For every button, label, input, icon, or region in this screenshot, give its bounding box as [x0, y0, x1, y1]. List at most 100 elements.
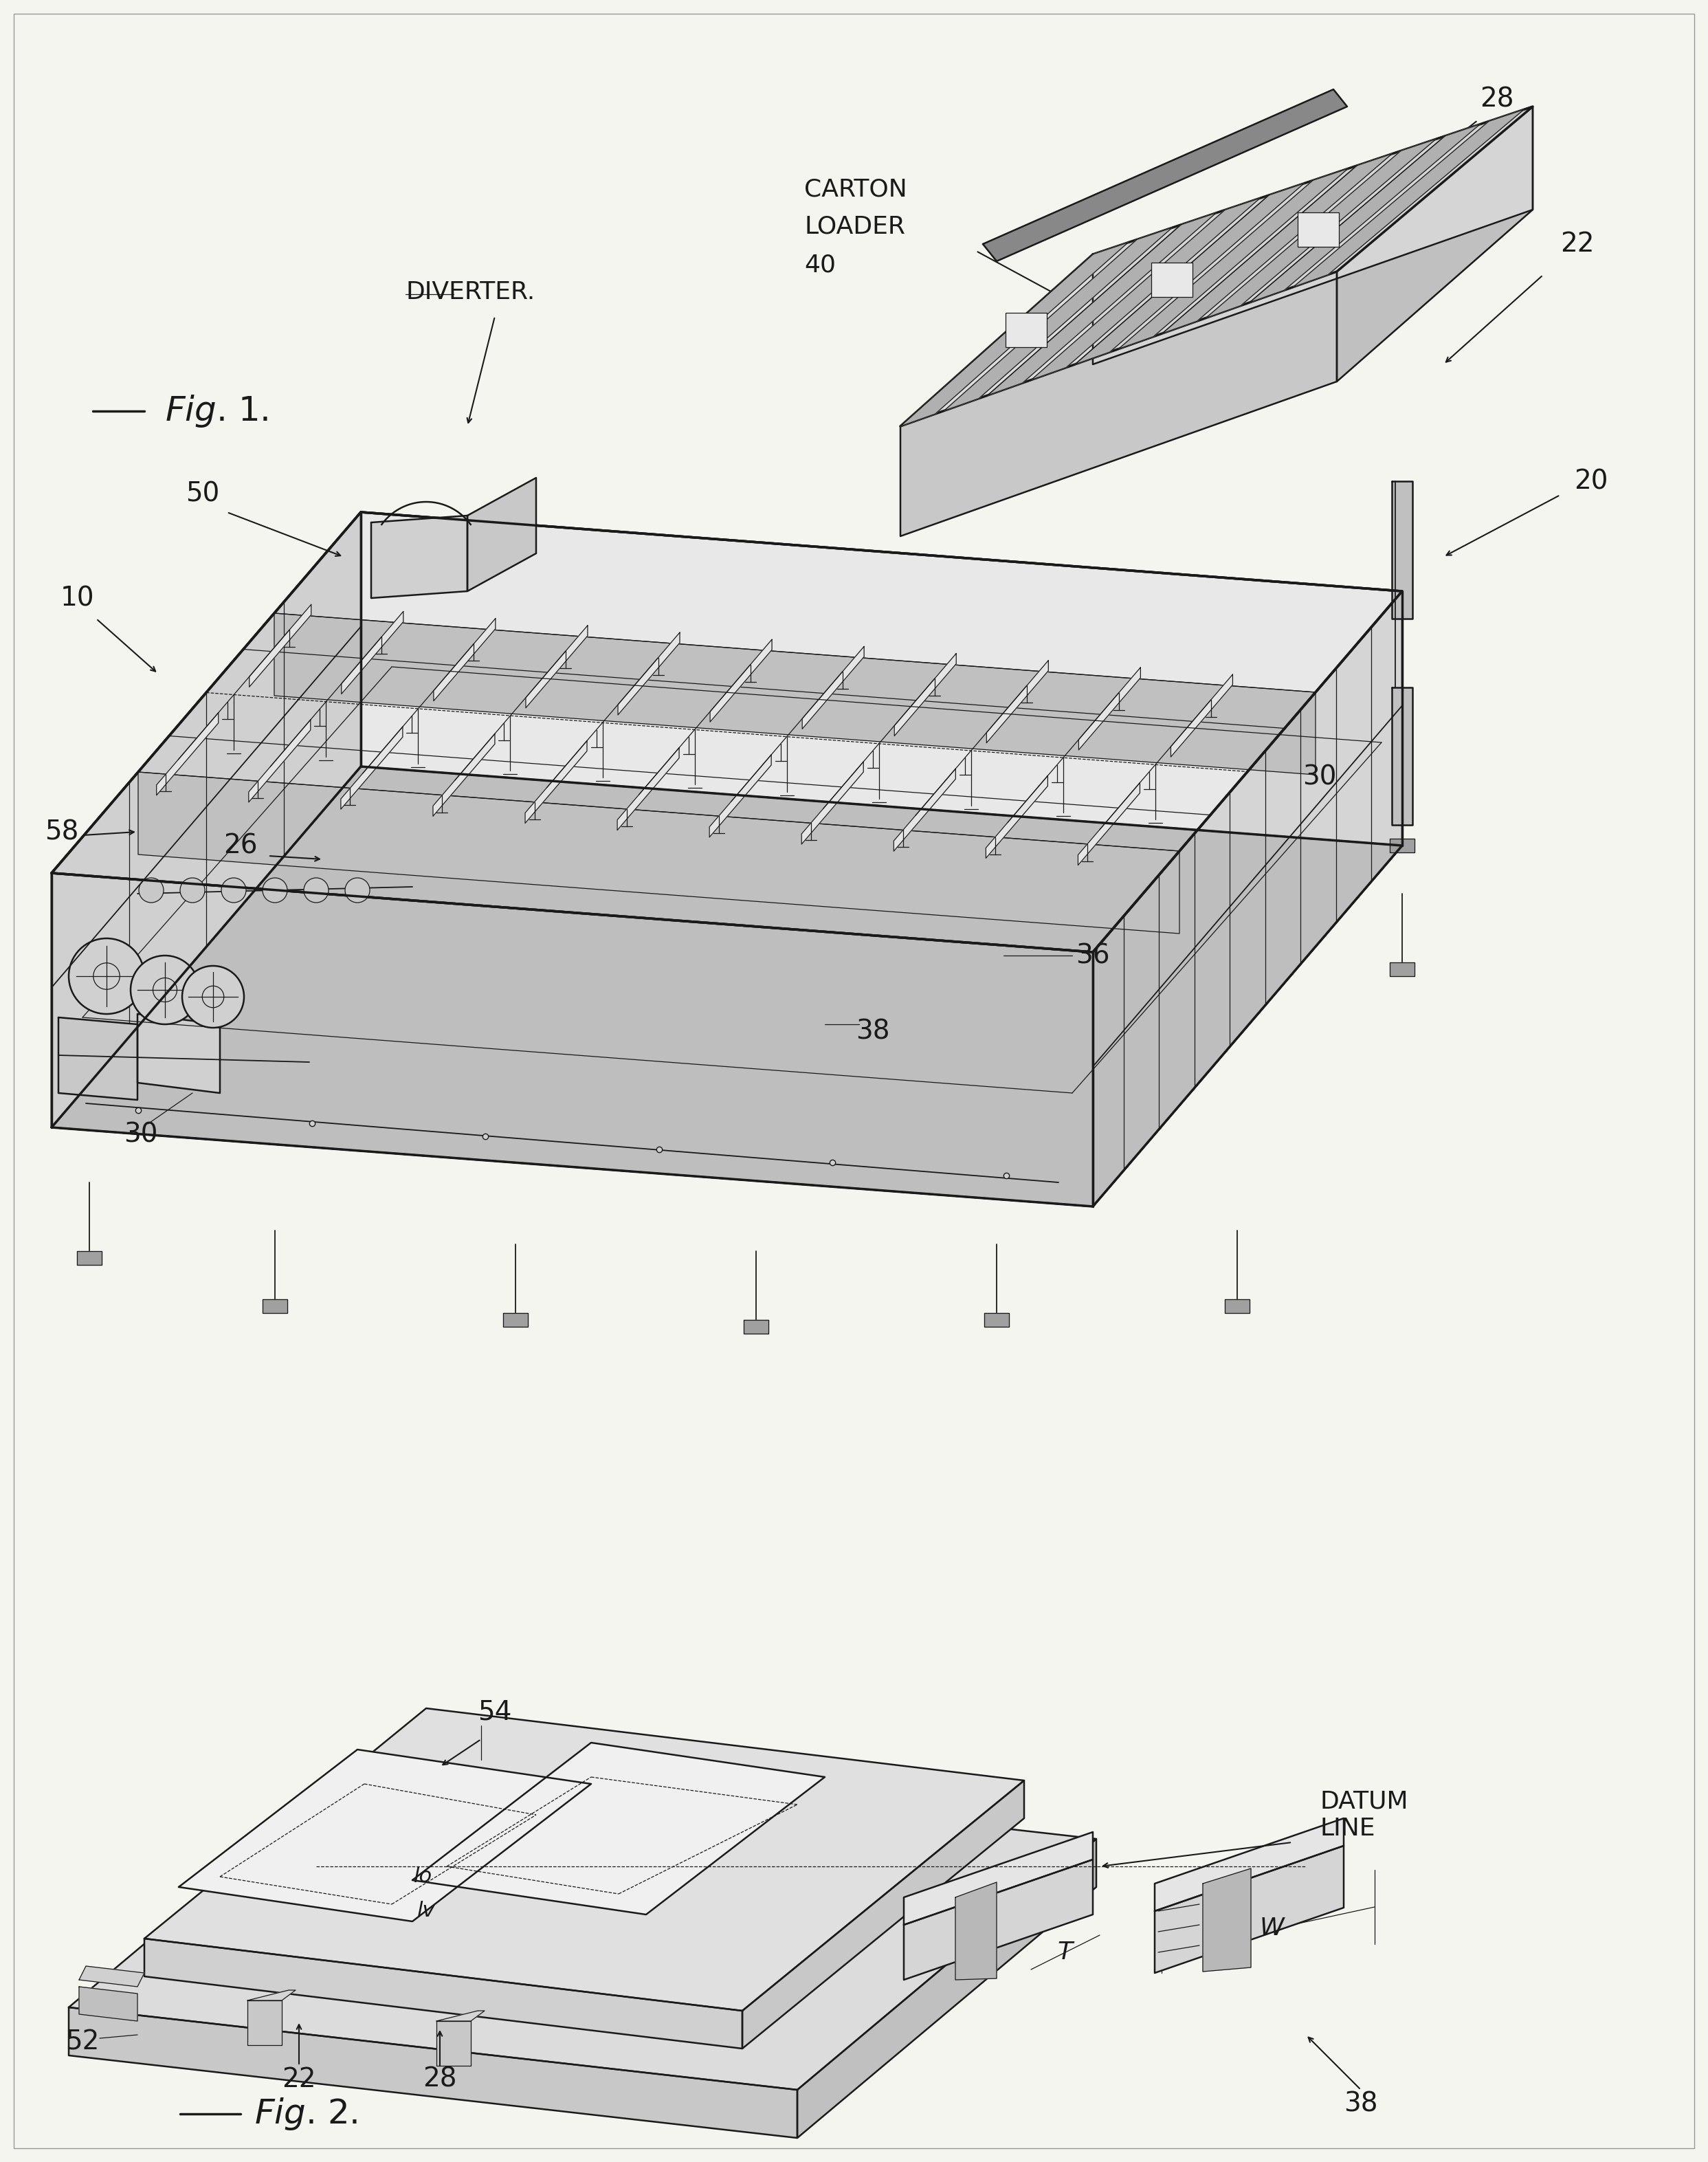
Polygon shape — [986, 776, 1047, 858]
Polygon shape — [79, 1965, 145, 1987]
Polygon shape — [468, 478, 536, 590]
Polygon shape — [743, 1781, 1025, 2050]
Polygon shape — [248, 1991, 295, 2000]
Polygon shape — [982, 89, 1348, 262]
Bar — [1298, 212, 1339, 246]
Text: DATUM
LINE: DATUM LINE — [1320, 1790, 1407, 1840]
Polygon shape — [1093, 590, 1402, 1206]
Bar — [1006, 313, 1047, 348]
Text: $\mathit{Fig}$. 1.: $\mathit{Fig}$. 1. — [166, 393, 268, 428]
Polygon shape — [945, 227, 1172, 411]
Polygon shape — [275, 614, 1315, 774]
Polygon shape — [1032, 199, 1261, 381]
Text: lo: lo — [413, 1866, 432, 1887]
Text: $\mathit{Fig}$. 2.: $\mathit{Fig}$. 2. — [254, 2095, 357, 2132]
Text: 36: 36 — [1076, 943, 1110, 969]
Text: 50: 50 — [186, 480, 220, 506]
Circle shape — [179, 878, 205, 902]
Polygon shape — [1074, 184, 1303, 365]
Polygon shape — [68, 2006, 798, 2138]
Polygon shape — [801, 761, 864, 843]
Polygon shape — [504, 1312, 528, 1327]
Polygon shape — [900, 272, 1337, 536]
Polygon shape — [437, 2021, 471, 2065]
Polygon shape — [526, 625, 588, 707]
Polygon shape — [955, 1883, 997, 1980]
Polygon shape — [412, 1743, 825, 1916]
Polygon shape — [249, 605, 311, 688]
Text: 38: 38 — [856, 1018, 890, 1044]
Text: 40: 40 — [804, 253, 835, 277]
Text: CARTON: CARTON — [804, 177, 907, 201]
Circle shape — [263, 878, 287, 902]
Text: 58: 58 — [44, 819, 79, 845]
Text: lv: lv — [417, 1900, 436, 1922]
Text: LOADER: LOADER — [804, 216, 905, 238]
Polygon shape — [51, 768, 1402, 1206]
Polygon shape — [743, 1319, 769, 1334]
Polygon shape — [900, 106, 1532, 426]
Text: 38: 38 — [1344, 2091, 1378, 2117]
Circle shape — [130, 956, 200, 1025]
Polygon shape — [51, 512, 360, 1126]
Polygon shape — [904, 1859, 1093, 1980]
Text: 22: 22 — [282, 2067, 316, 2093]
Polygon shape — [803, 646, 864, 729]
Polygon shape — [1155, 1846, 1344, 1974]
Polygon shape — [434, 618, 495, 700]
Polygon shape — [1079, 668, 1141, 750]
Polygon shape — [157, 713, 219, 796]
Polygon shape — [51, 512, 1402, 951]
Circle shape — [222, 878, 246, 902]
Polygon shape — [617, 748, 680, 830]
Polygon shape — [342, 612, 403, 694]
Text: 28: 28 — [1479, 86, 1513, 112]
Polygon shape — [145, 1939, 743, 2050]
Text: W: W — [1259, 1916, 1284, 1939]
Polygon shape — [179, 1749, 591, 1922]
Text: 28: 28 — [424, 2067, 458, 2093]
Circle shape — [68, 938, 145, 1014]
Polygon shape — [342, 726, 403, 809]
Polygon shape — [1093, 590, 1402, 1206]
Polygon shape — [79, 1987, 137, 2021]
Text: 26: 26 — [224, 832, 258, 858]
Circle shape — [138, 878, 164, 902]
Polygon shape — [249, 720, 311, 802]
Polygon shape — [904, 1831, 1093, 1924]
Polygon shape — [524, 742, 588, 824]
Polygon shape — [1392, 688, 1413, 826]
Polygon shape — [987, 214, 1216, 396]
Polygon shape — [618, 633, 680, 716]
Polygon shape — [984, 1312, 1009, 1327]
Text: T: T — [1057, 1941, 1073, 1963]
Text: 30: 30 — [1303, 763, 1337, 789]
Text: DIVERTER.: DIVERTER. — [405, 281, 535, 305]
Polygon shape — [711, 640, 772, 722]
Polygon shape — [138, 772, 1180, 934]
Polygon shape — [1293, 110, 1524, 288]
Bar — [1151, 262, 1192, 296]
Text: 20: 20 — [1575, 469, 1609, 495]
Text: 22: 22 — [1561, 231, 1595, 257]
Polygon shape — [51, 768, 1402, 1206]
Polygon shape — [432, 733, 495, 817]
Polygon shape — [1390, 962, 1414, 977]
Text: 30: 30 — [125, 1122, 157, 1148]
Polygon shape — [900, 242, 1127, 426]
Polygon shape — [1337, 106, 1532, 381]
Polygon shape — [893, 770, 955, 852]
Polygon shape — [1390, 839, 1414, 852]
Text: 10: 10 — [60, 586, 94, 612]
Polygon shape — [145, 1708, 1025, 2011]
Polygon shape — [1392, 482, 1413, 618]
Polygon shape — [371, 515, 468, 599]
Polygon shape — [895, 653, 956, 735]
Polygon shape — [68, 1756, 1097, 2091]
Polygon shape — [1225, 1299, 1250, 1312]
Polygon shape — [1206, 138, 1436, 318]
Polygon shape — [137, 1014, 220, 1094]
Polygon shape — [987, 659, 1049, 744]
Polygon shape — [1250, 123, 1479, 303]
Polygon shape — [1078, 783, 1139, 865]
